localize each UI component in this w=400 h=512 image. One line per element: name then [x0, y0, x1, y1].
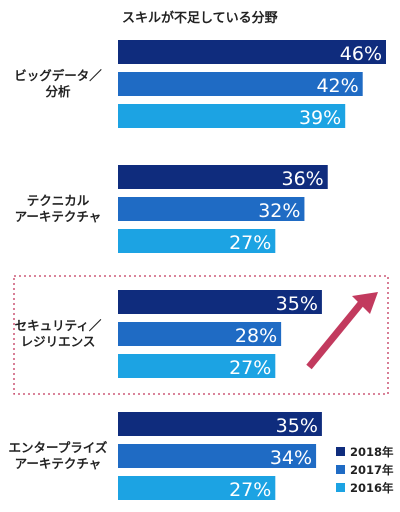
bar: [118, 165, 328, 189]
bar: [118, 354, 276, 378]
bar: [118, 229, 276, 253]
bar: [118, 40, 386, 64]
bar: [118, 322, 282, 346]
legend-label: 2017年: [350, 463, 394, 477]
legend-swatch: [336, 483, 345, 492]
category-label: テクニカルアーキテクチャ: [15, 193, 102, 224]
trend-arrow-shaft: [306, 298, 366, 370]
legend-swatch: [336, 465, 345, 474]
bar-value-label: 35%: [276, 293, 318, 315]
bar-value-label: 28%: [235, 325, 277, 347]
legend-label: 2016年: [350, 481, 394, 495]
bar: [118, 72, 363, 96]
legend-swatch: [336, 447, 345, 456]
bar: [118, 290, 322, 314]
bar-value-label: 39%: [299, 107, 341, 129]
category-label: エンタープライズアーキテクチャ: [9, 440, 108, 471]
legend-label: 2018年: [350, 445, 394, 459]
bar-value-label: 35%: [276, 415, 318, 437]
bar: [118, 476, 276, 500]
bar: [118, 197, 305, 221]
bar-value-label: 46%: [340, 43, 382, 65]
bars-group: 46% 42% 39% 36% 32% 27% 35% 28% 27% 35% 34% 27%: [118, 40, 386, 501]
bar-value-label: 32%: [258, 200, 300, 222]
bar: [118, 104, 346, 128]
highlight-group: [13, 275, 389, 395]
highlight-box: [13, 275, 389, 395]
category-label: ビッグデータ／分析: [14, 68, 102, 99]
category-labels: ビッグデータ／分析テクニカルアーキテクチャセキュリティ／レジリエンスエンタープラ…: [9, 68, 108, 471]
bar-value-label: 27%: [229, 479, 271, 501]
bar-value-label: 27%: [229, 357, 271, 379]
chart-title: スキルが不足している分野: [122, 10, 278, 26]
bar: [118, 412, 322, 436]
category-label: セキュリティ／レジリエンス: [15, 318, 102, 349]
trend-arrow-head: [352, 292, 378, 314]
bar-value-label: 42%: [316, 75, 358, 97]
bar-value-label: 27%: [229, 232, 271, 254]
legend: 2018年 2017年 2016年: [336, 445, 394, 495]
bar: [118, 444, 317, 468]
bar-value-label: 34%: [270, 447, 312, 469]
bar-value-label: 36%: [282, 168, 324, 190]
